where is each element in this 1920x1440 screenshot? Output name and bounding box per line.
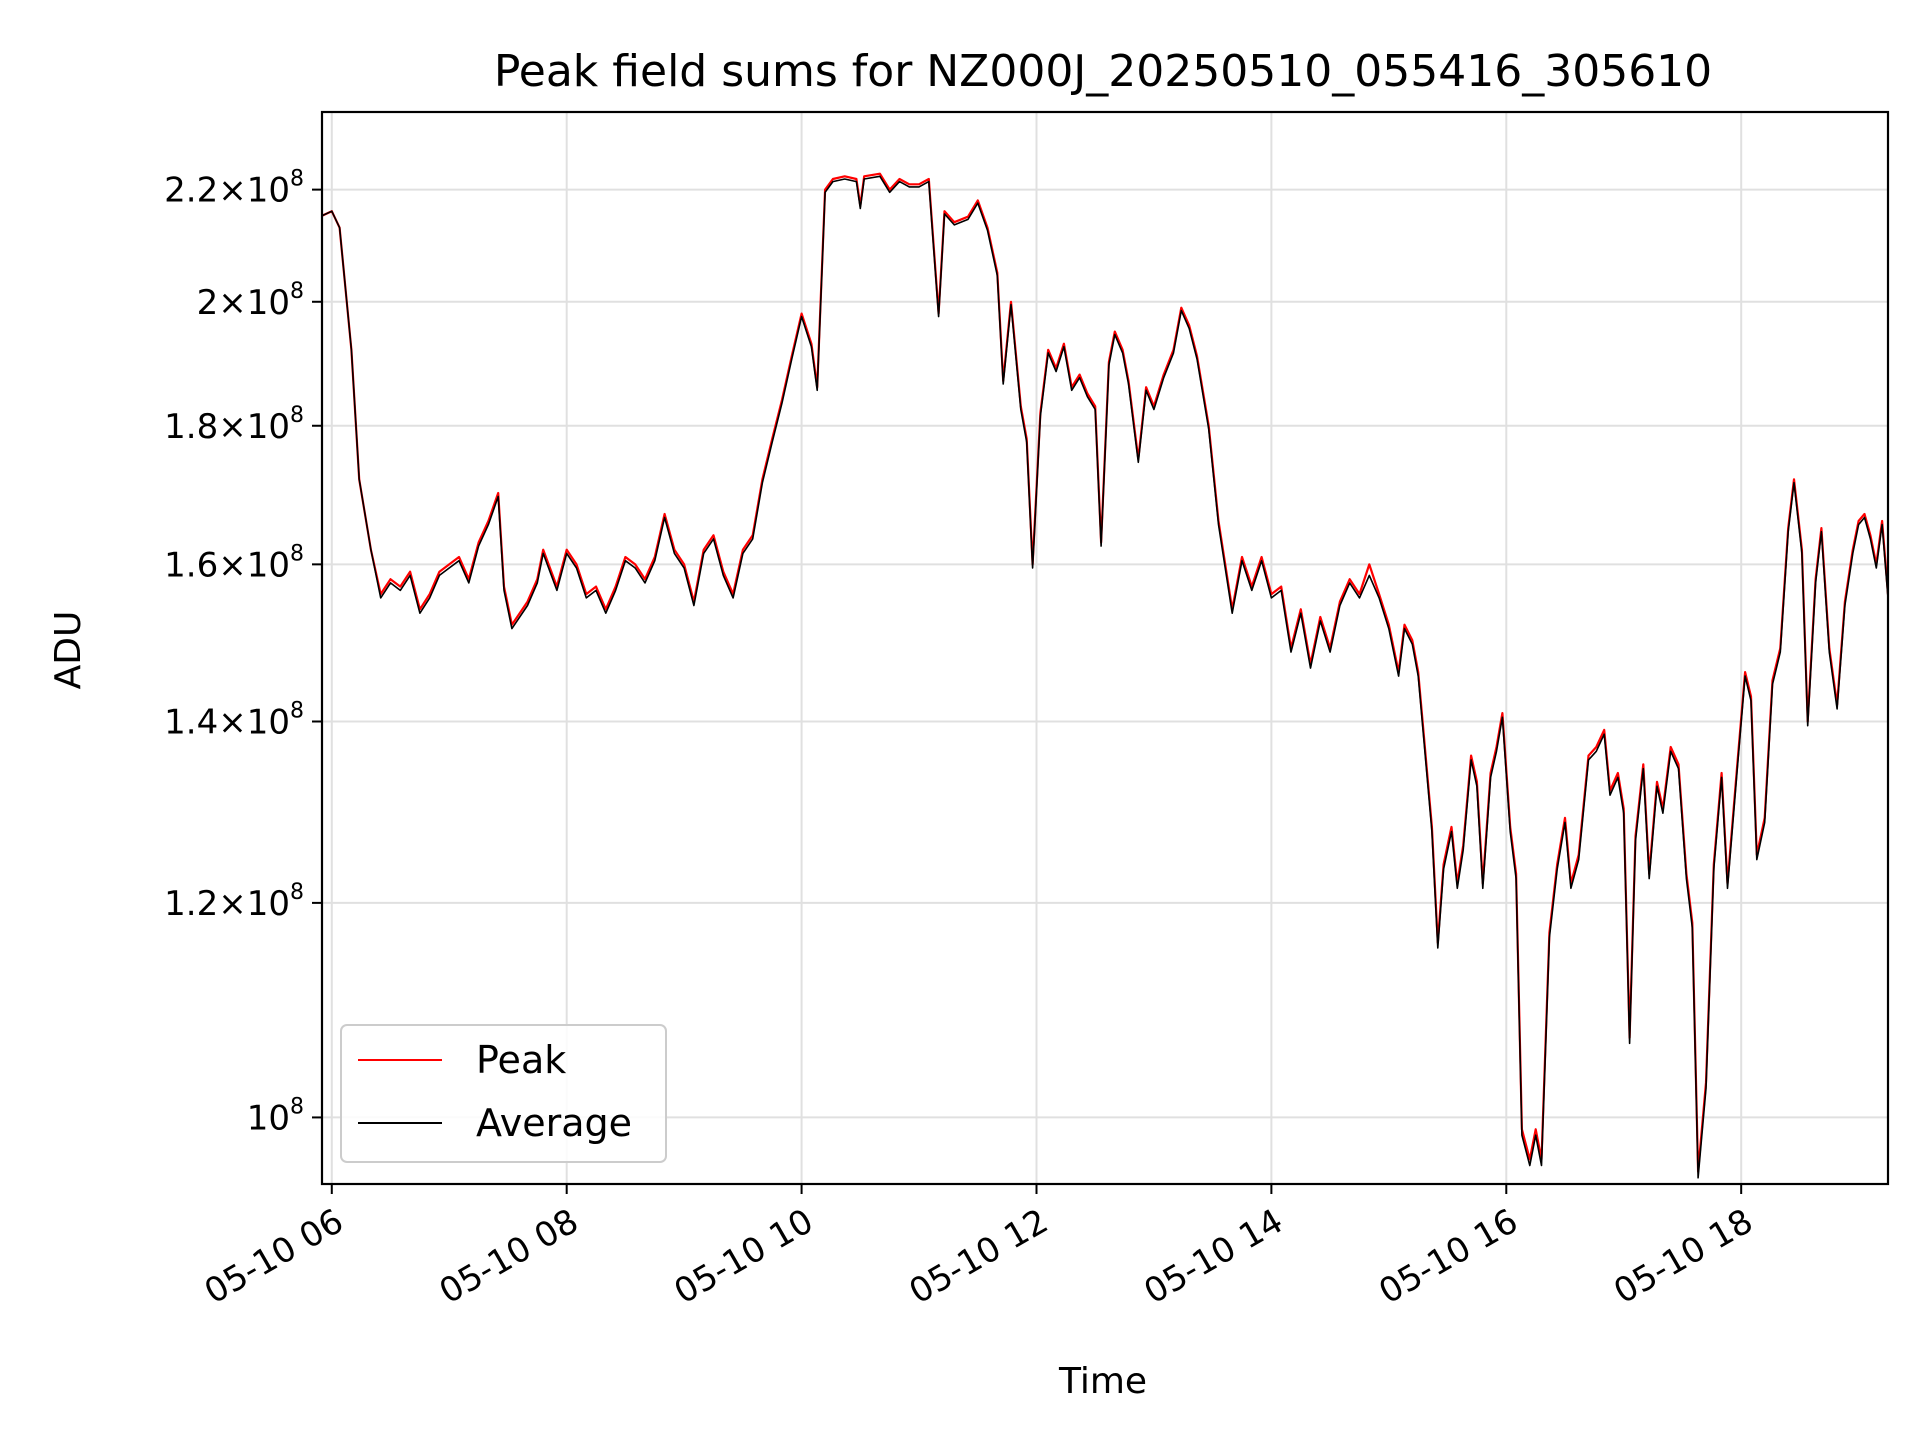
legend-label-peak: Peak: [476, 1038, 566, 1082]
legend: Peak Average: [340, 1024, 667, 1163]
y-tick-label: 1.6×108: [164, 541, 304, 585]
y-tick-label: 1.2×108: [164, 880, 304, 924]
legend-label-average: Average: [476, 1101, 632, 1145]
y-tick-label: 1.8×108: [164, 403, 304, 447]
chart-title: Peak field sums for NZ000J_20250510_0554…: [494, 46, 1712, 97]
y-tick-label: 2×108: [197, 279, 304, 323]
plot-series: [322, 172, 1888, 1179]
y-axis-ticks: 108 1.2×108 1.4×108 1.6×108 1.8×108 2×108 2.2×…: [164, 167, 322, 1138]
series-line-average: [322, 175, 1888, 1179]
y-tick-label: 108: [247, 1094, 304, 1138]
x-axis-label: Time: [1058, 1361, 1147, 1402]
y-axis-label: ADU: [48, 611, 89, 690]
y-tick-label: 1.4×108: [164, 698, 304, 742]
y-tick-label: 2.2×108: [164, 167, 304, 211]
plot-frame: [320, 110, 1890, 1186]
